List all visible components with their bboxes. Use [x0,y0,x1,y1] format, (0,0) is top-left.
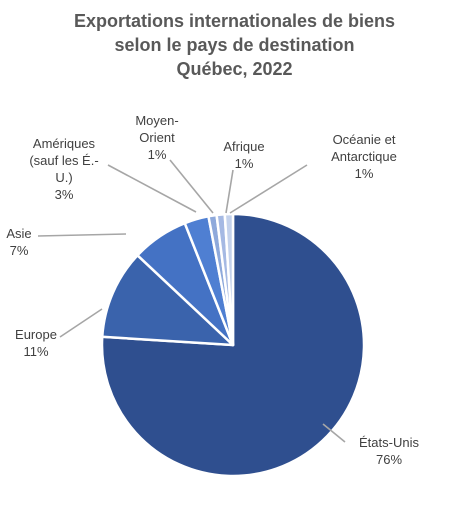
slice-label-name-line-2: (sauf les É.- [29,153,99,168]
slice-label-name: Asie [6,226,32,241]
slice-label-europe: Europe 11% [6,326,66,360]
chart-title-line-1: Exportations internationales de biens [73,11,396,31]
slice-label-value: 3% [54,187,74,202]
slice-label-name: Afrique [223,139,265,154]
slice-label-value: 1% [354,166,374,181]
slice-label-name-line-2: Orient [139,130,175,145]
leader-line-3 [107,164,197,213]
chart-title-line-2: selon le pays de destination [114,35,355,55]
slice-label-value: 76% [375,452,403,467]
slice-label-name-line-3: U.) [55,170,73,185]
pie-slice-0 [100,212,366,478]
slice-label-ameriques: Amériques (sauf les É.- U.) 3% [20,135,108,203]
slice-label-name: États-Unis [359,435,419,450]
pie-slice-6 [223,212,235,347]
slice-label-moyen-orient: Moyen- Orient 1% [124,112,190,163]
chart-title-line-3: Québec, 2022 [176,59,293,79]
slice-label-etats-unis: États-Unis 76% [354,434,424,468]
slice-label-oceanie: Océanie et Antarctique 1% [314,131,414,182]
slice-label-afrique: Afrique 1% [214,138,274,172]
pie-slice-1 [101,254,235,347]
slice-label-name-line-1: Océanie et [332,132,396,147]
slice-label-name-line-1: Amériques [32,136,96,151]
slice-label-value: 11% [23,344,49,359]
slice-label-name-line-1: Moyen- [135,113,179,128]
slice-label-value: 1% [147,147,167,162]
leader-line-6 [229,164,308,214]
slice-label-value: 1% [234,156,254,171]
chart-title: Exportations internationales de biens se… [0,9,469,81]
leader-line-5 [225,169,234,214]
slice-label-name-line-2: Antarctique [331,149,397,164]
slice-label-name: Europe [15,327,57,342]
leader-line-4 [169,159,214,214]
leader-line-1 [59,308,103,338]
leader-line-0 [322,423,346,443]
slice-label-value: 7% [9,243,29,258]
slice-label-asie: Asie 7% [0,225,38,259]
leader-line-2 [37,233,127,237]
